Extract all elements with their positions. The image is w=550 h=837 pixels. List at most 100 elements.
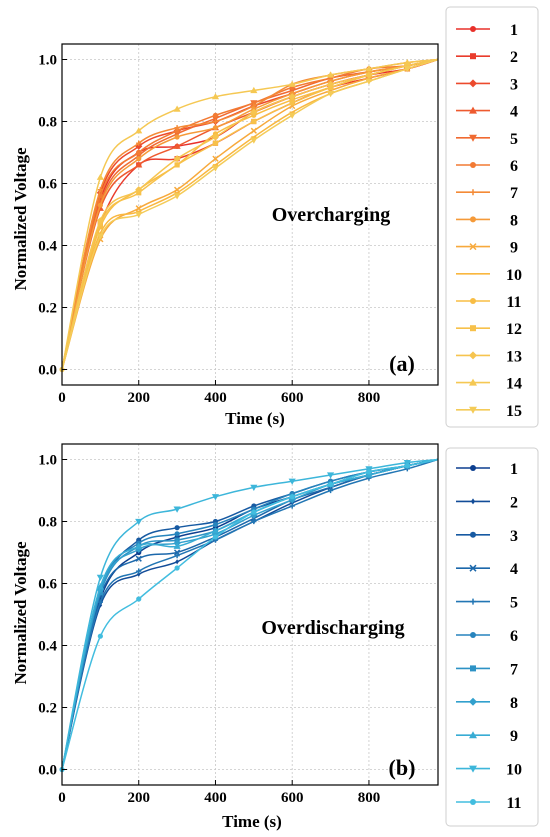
legend-item-10: 10: [456, 762, 522, 779]
legend-label: 8: [510, 695, 518, 712]
legend-label: 6: [510, 158, 518, 175]
series-line-9: [61, 458, 439, 770]
y-tick-label: 0.6: [38, 177, 57, 193]
legend-label: 13: [506, 348, 522, 365]
y-tick-label: 0.2: [38, 701, 57, 717]
data-point: [326, 472, 335, 479]
y-axis-label-a: Normalized Voltage: [11, 147, 30, 291]
legend-marker: [470, 598, 476, 605]
series-line-2: [61, 458, 439, 770]
series-line-11: [61, 458, 439, 770]
legend-marker: [469, 564, 477, 572]
legend-label: 15: [506, 403, 522, 420]
x-tick-label: 400: [204, 390, 227, 406]
data-point: [327, 481, 334, 487]
y-tick-label: 0.8: [38, 515, 57, 531]
data-point: [174, 125, 180, 131]
series-4: [61, 458, 439, 770]
series-9: [61, 458, 439, 770]
data-point: [136, 596, 142, 602]
data-point: [365, 466, 373, 473]
data-point: [96, 574, 104, 581]
data-point: [97, 599, 103, 605]
data-point: [173, 506, 181, 513]
legend-label: 11: [506, 795, 521, 812]
y-axis-label-b: Normalized Voltage: [11, 541, 30, 685]
series-line-6: [61, 458, 439, 770]
data-point: [96, 583, 104, 590]
data-point: [97, 202, 103, 208]
data-point: [250, 137, 258, 144]
y-tick-label: 0.4: [38, 239, 57, 255]
series-line-5: [61, 458, 439, 770]
legend-marker: [470, 189, 476, 196]
data-point: [212, 140, 219, 146]
x-tick-label: 200: [127, 790, 150, 806]
data-point: [211, 165, 220, 172]
data-point: [96, 217, 104, 225]
legend-label: 1: [510, 22, 518, 39]
data-point: [403, 62, 411, 70]
data-point: [174, 531, 180, 537]
y-tick-label: 1.0: [38, 53, 57, 69]
y-tick-label: 0.0: [38, 363, 57, 379]
data-point: [366, 469, 372, 475]
data-point: [212, 155, 219, 162]
series-line-10: [61, 458, 439, 770]
legend-label: 6: [510, 628, 518, 645]
series-6: [61, 458, 439, 770]
legend-label: 1: [510, 461, 518, 478]
data-point: [173, 105, 181, 112]
y-tick-label: 0.2: [38, 301, 57, 317]
series-line-8: [61, 458, 439, 770]
legend-item-11: 11: [456, 294, 522, 311]
data-point: [289, 100, 295, 106]
plot-frame-a: [61, 43, 439, 386]
data-point: [174, 525, 180, 531]
data-point: [136, 568, 142, 574]
data-point: [97, 187, 103, 193]
legend-label: 5: [510, 595, 518, 612]
data-point: [174, 565, 180, 571]
legend-item-1: 1: [456, 22, 518, 39]
legend-item-3: 3: [456, 76, 518, 93]
legend-marker: [469, 106, 477, 114]
legend-label: 4: [510, 104, 518, 121]
legend-marker: [470, 632, 476, 638]
legend-marker: [469, 765, 477, 773]
legend-label: 2: [510, 494, 518, 511]
series-line-4: [61, 458, 439, 770]
legend-item-8: 8: [456, 695, 518, 712]
legend-marker: [470, 53, 476, 60]
legend-item-9: 9: [456, 728, 518, 745]
data-point: [135, 555, 142, 562]
data-point: [250, 108, 258, 116]
data-point: [174, 162, 180, 168]
legend-item-4: 4: [456, 104, 518, 121]
legend-marker: [470, 26, 476, 32]
data-point: [289, 494, 295, 500]
y-tick-label: 0.8: [38, 115, 57, 131]
data-point: [135, 545, 143, 553]
legend-item-2: 2: [456, 494, 518, 511]
legend-item-4: 4: [456, 561, 518, 578]
legend-label: 10: [506, 762, 522, 779]
data-point: [251, 518, 257, 525]
legend-label: 3: [510, 76, 518, 93]
series-line-9: [61, 58, 439, 370]
data-point: [403, 59, 411, 66]
legend-item-3: 3: [456, 528, 518, 545]
legend-item-1: 1: [456, 461, 518, 478]
data-point: [173, 542, 181, 549]
data-point: [96, 173, 104, 180]
x-axis-label-a: Time (s): [225, 409, 285, 428]
x-tick-label: 800: [358, 790, 381, 806]
legend-marker: [469, 134, 477, 142]
data-point: [173, 193, 181, 200]
legend-item-6: 6: [456, 628, 518, 645]
data-point: [135, 518, 143, 526]
legend-label: 7: [510, 185, 518, 202]
series-line-13: [61, 58, 439, 370]
